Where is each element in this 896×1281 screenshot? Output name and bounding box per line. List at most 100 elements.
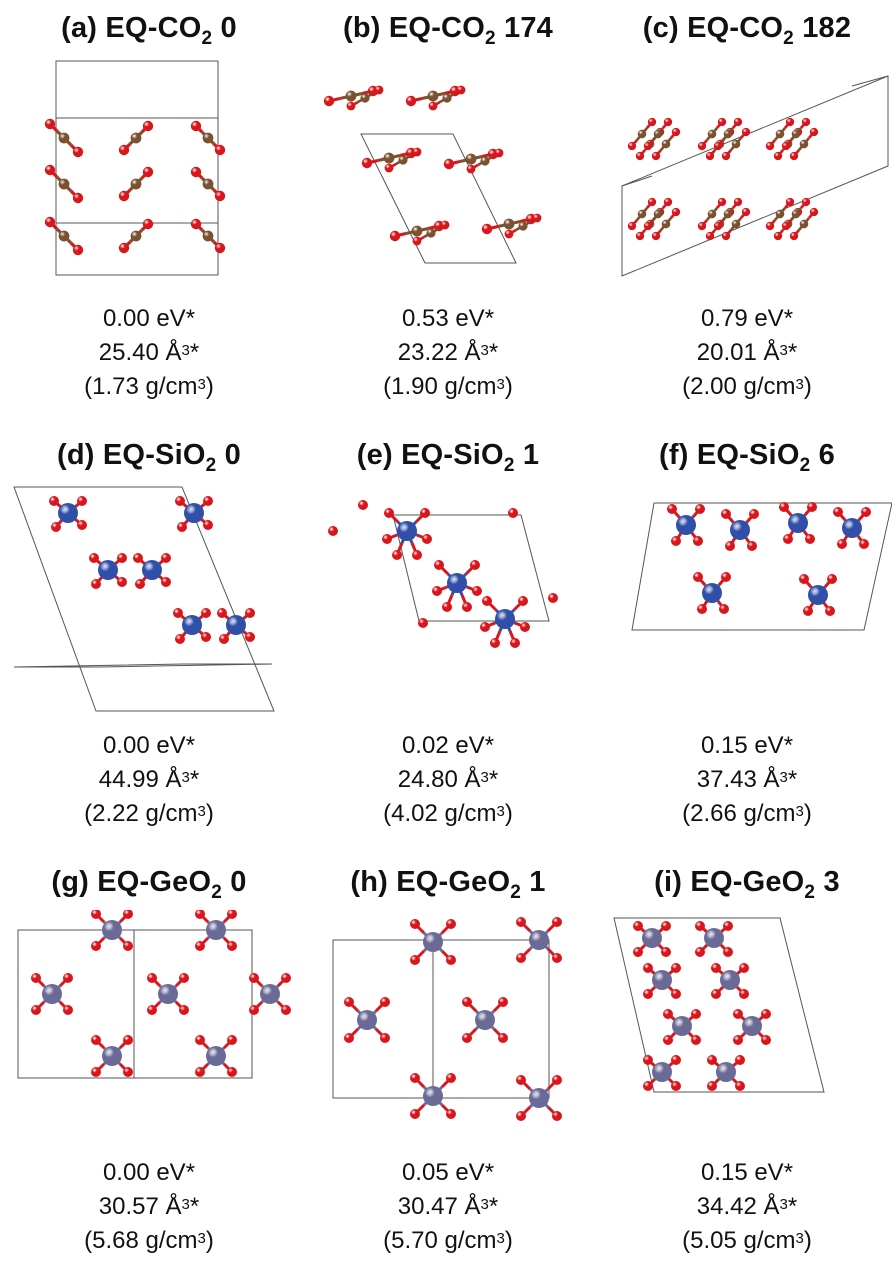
carbon-atom [202, 132, 214, 144]
volume-suffix: * [488, 1193, 499, 1220]
carbon-atom [518, 221, 528, 231]
formula-subscript: 2 [484, 28, 496, 49]
oxygen-atom [389, 230, 401, 242]
germanium-atom [672, 1016, 692, 1036]
silicon-atom [142, 560, 162, 580]
panel-title: (f) EQ-SiO2 6 [598, 439, 896, 476]
oxygen-atom [63, 1005, 73, 1015]
panel-formula: EQ-GeO [690, 866, 805, 898]
density-unit-exponent: 3 [795, 803, 804, 820]
oxygen-atom [412, 550, 422, 560]
oxygen-atom [707, 1081, 717, 1091]
silicon-atom [58, 503, 78, 523]
panel-formula: EQ-GeO [97, 866, 212, 898]
oxygen-atom [693, 572, 703, 582]
oxygen-atom [761, 1009, 771, 1019]
panel-label: (d) [56, 439, 95, 471]
panel-label: (e) [356, 439, 393, 471]
oxygen-atom [859, 539, 869, 549]
carbon-atom [398, 155, 408, 165]
oxygen-atom [281, 973, 291, 983]
unit-cell-edge [621, 175, 653, 187]
oxygen-atom [725, 541, 735, 551]
density-suffix: ) [803, 1227, 812, 1254]
oxygen-atom [428, 101, 438, 111]
oxygen-atom [735, 1081, 745, 1091]
oxygen-atom [201, 632, 211, 642]
panel-d: (d) EQ-SiO2 0 0.00 eV* 44.99 Å3* (2.22 g/cm… [0, 427, 298, 854]
oxygen-atom [693, 536, 703, 546]
oxygen-atom [249, 1005, 259, 1015]
unit-cell-outline [55, 60, 219, 276]
oxygen-atom [635, 231, 645, 241]
oxygen-atom [446, 1109, 456, 1119]
oxygen-atom [380, 997, 390, 1007]
volume-value: 25.40 Å [98, 339, 182, 366]
oxygen-atom [161, 553, 171, 563]
energy-value: 0.15 eV* [700, 1159, 794, 1186]
oxygen-atom [201, 608, 211, 618]
oxygen-atom [494, 148, 504, 158]
oxygen-atom [516, 917, 526, 927]
volume-line: 34.42 Å3* [598, 1190, 896, 1224]
carbon-atom [791, 129, 801, 139]
oxygen-atom [510, 638, 520, 648]
carbon-atom [202, 178, 214, 190]
oxygen-atom [809, 207, 819, 217]
germanium-atom [260, 984, 280, 1004]
oxygen-atom [671, 1055, 681, 1065]
oxygen-atom [190, 166, 202, 178]
oxygen-atom [504, 229, 514, 239]
panel-formula: EQ-SiO [696, 439, 800, 471]
oxygen-atom [635, 151, 645, 161]
germanium-atom [704, 928, 724, 948]
density-suffix: ) [803, 373, 812, 400]
unit-cell-outline [13, 486, 275, 712]
formula-subscript: 2 [201, 28, 213, 49]
structure-index: 0 [230, 866, 247, 898]
carbon-atom [58, 178, 70, 190]
crystal-structure [4, 483, 294, 723]
oxygen-atom [147, 973, 157, 983]
germanium-atom [423, 932, 443, 952]
density-unit-exponent: 3 [496, 803, 505, 820]
density-value: (4.02 g/cm [383, 800, 497, 827]
oxygen-atom [446, 955, 456, 965]
oxygen-atom [418, 618, 428, 628]
oxygen-atom [747, 541, 757, 551]
structure-drawing [332, 917, 562, 1121]
oxygen-atom [482, 596, 492, 606]
oxygen-atom [721, 151, 731, 161]
oxygen-atom [773, 151, 783, 161]
oxygen-atom [717, 197, 727, 207]
formula-subscript: 2 [205, 455, 217, 476]
density-value: (1.90 g/cm [383, 373, 497, 400]
oxygen-atom [805, 534, 815, 544]
oxygen-atom [214, 144, 226, 156]
panel-i: (i) EQ-GeO2 3 0.15 eV* 34.42 Å3* (5.05 g/cm… [598, 854, 896, 1281]
germanium-atom [529, 1088, 549, 1108]
crystal-structure [303, 483, 593, 723]
panel-properties: 0.05 eV* 30.47 Å3* (5.70 g/cm3) [299, 1156, 597, 1258]
panel-label: (i) [654, 866, 683, 898]
oxygen-atom [405, 95, 417, 107]
panel-title: (c) EQ-CO2 182 [598, 12, 896, 49]
oxygen-atom [382, 534, 392, 544]
oxygen-atom [147, 1005, 157, 1015]
volume-suffix: * [189, 766, 200, 793]
oxygen-atom [498, 997, 508, 1007]
energy-value: 0.00 eV* [102, 732, 196, 759]
oxygen-atom [552, 953, 562, 963]
oxygen-atom [721, 231, 731, 241]
oxygen-atom [173, 608, 183, 618]
oxygen-atom [91, 1067, 101, 1077]
density-line: (1.73 g/cm3) [0, 370, 298, 404]
oxygen-atom [695, 504, 705, 514]
oxygen-atom [697, 221, 707, 231]
formula-subscript: 2 [503, 455, 515, 476]
germanium-atom [475, 1010, 495, 1030]
oxygen-atom [472, 586, 482, 596]
oxygen-atom [380, 1033, 390, 1043]
density-line: (2.22 g/cm3) [0, 797, 298, 831]
volume-unit-exponent: 3 [779, 769, 788, 786]
